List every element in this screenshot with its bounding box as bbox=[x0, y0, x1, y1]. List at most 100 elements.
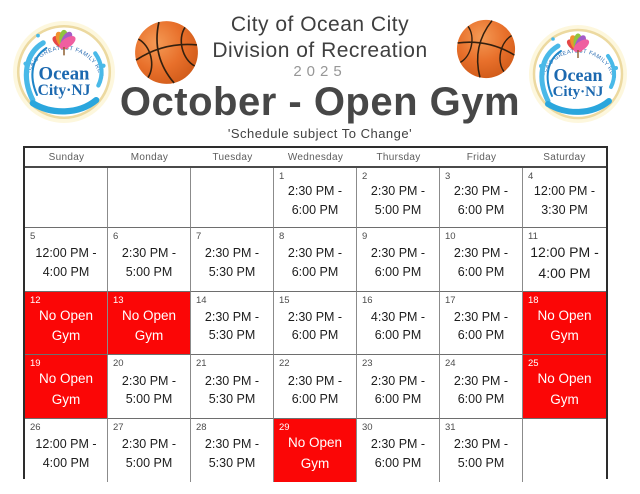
date-number: 8 bbox=[279, 230, 285, 242]
date-number: 28 bbox=[196, 422, 207, 434]
date-number bbox=[191, 168, 273, 182]
date-number: 23 bbox=[362, 358, 373, 370]
day-header-friday: Friday bbox=[466, 151, 497, 163]
date-number: 20 bbox=[113, 358, 124, 370]
calendar-cell-20: 20 2:30 PM -5:00 PM bbox=[108, 355, 191, 420]
time-range: 2:30 PM -6:00 PM bbox=[453, 373, 509, 407]
date-number: 29 bbox=[279, 422, 290, 434]
time-range: 2:30 PM -5:00 PM bbox=[370, 184, 426, 217]
calendar-cell-10: 10 2:30 PM -6:00 PM bbox=[440, 227, 523, 292]
time-range: 2:30 PM -5:30 PM bbox=[204, 245, 260, 279]
ocean-city-nj-logo-left: AMERICA'S GREATEST FAMILY RESORT Ocean C… bbox=[9, 16, 116, 124]
date-number bbox=[108, 168, 190, 182]
calendar-cell-31: 31 2:30 PM -5:00 PM bbox=[440, 419, 523, 483]
date-number: 14 bbox=[196, 294, 207, 306]
calendar-cell-7: 7 2:30 PM -5:30 PM bbox=[191, 227, 274, 292]
calendar-cell-29: 29 No Open Gym bbox=[274, 419, 357, 483]
calendar-cell-28: 28 2:30 PM -5:30 PM bbox=[191, 419, 274, 483]
day-header-thursday: Thursday bbox=[376, 151, 421, 163]
date-number: 13 bbox=[113, 294, 124, 306]
date-number: 31 bbox=[445, 422, 456, 434]
date-number: 9 bbox=[362, 230, 368, 242]
calendar-cell-16: 16 4:30 PM -6:00 PM bbox=[357, 291, 440, 356]
time-range: 2:30 PM -5:30 PM bbox=[204, 437, 260, 471]
date-number: 25 bbox=[528, 358, 539, 370]
calendar-cell-empty bbox=[523, 419, 606, 483]
water-splash bbox=[539, 43, 561, 104]
calendar-cell-4: 4 12:00 PM -3:30 PM bbox=[523, 168, 606, 228]
calendar-cell-17: 17 2:30 PM -6:00 PM bbox=[440, 291, 523, 356]
calendar-cell-25: 25 No Open Gym bbox=[523, 355, 606, 420]
date-number: 6 bbox=[113, 230, 119, 242]
date-number: 22 bbox=[279, 358, 290, 370]
ocean-city-nj-logo: AMERICA'S GREATEST FAMILY RESORT Ocean C… bbox=[525, 20, 627, 123]
logo-line1: Ocean bbox=[554, 65, 603, 85]
time-range: 12:00 PM -3:30 PM bbox=[533, 184, 596, 217]
basketball-icon-right bbox=[449, 12, 523, 86]
calendar-cell-11: 11 12:00 PM -4:00 PM bbox=[523, 227, 606, 292]
calendar-header-row: Sunday Monday Tuesday Wednesday Thursday Frid… bbox=[25, 148, 606, 168]
umbrella-icon bbox=[52, 29, 76, 56]
date-number: 11 bbox=[528, 230, 538, 242]
date-number bbox=[25, 168, 107, 182]
date-number: 4 bbox=[528, 171, 534, 182]
date-number: 30 bbox=[362, 422, 373, 434]
calendar-grid-body: 1 2:30 PM -6:00 PM 2 2:30 PM -5:00 PM 3 2:30 … bbox=[25, 168, 606, 483]
ocean-city-nj-logo-right: AMERICA'S GREATEST FAMILY RESORT Ocean C… bbox=[525, 20, 628, 124]
year-label: 2025 bbox=[293, 63, 347, 80]
calendar-cell-5: 5 12:00 PM -4:00 PM bbox=[25, 227, 108, 292]
calendar-cell-30: 30 2:30 PM -6:00 PM bbox=[357, 419, 440, 483]
time-range: 2:30 PM -6:00 PM bbox=[453, 184, 509, 217]
time-range bbox=[523, 433, 606, 482]
time-range bbox=[191, 182, 273, 227]
date-number: 24 bbox=[445, 358, 456, 370]
time-range: 2:30 PM -6:00 PM bbox=[287, 184, 343, 217]
time-range: 2:30 PM -5:00 PM bbox=[453, 437, 509, 471]
date-number: 17 bbox=[445, 294, 456, 306]
time-range: 2:30 PM -6:00 PM bbox=[287, 309, 343, 343]
calendar-cell-6: 6 2:30 PM -5:00 PM bbox=[108, 227, 191, 292]
calendar-cell-13: 13 No Open Gym bbox=[108, 291, 191, 356]
day-header-wednesday: Wednesday bbox=[287, 151, 344, 163]
time-range: 12:00 PM -4:00 PM bbox=[530, 243, 599, 281]
calendar-cell-27: 27 2:30 PM -5:00 PM bbox=[108, 419, 191, 483]
date-number: 2 bbox=[362, 171, 368, 182]
date-number bbox=[523, 419, 606, 433]
time-range: 2:30 PM -6:00 PM bbox=[453, 245, 509, 279]
basketball-icon bbox=[456, 19, 516, 79]
org-title: City of Ocean City bbox=[230, 13, 410, 36]
time-range: 2:30 PM -5:30 PM bbox=[204, 309, 260, 343]
calendar-cell-21: 21 2:30 PM -5:30 PM bbox=[191, 355, 274, 420]
time-range bbox=[108, 182, 190, 227]
time-range: 12:00 PM -4:00 PM bbox=[35, 245, 97, 279]
calendar-cell-2: 2 2:30 PM -5:00 PM bbox=[357, 168, 440, 228]
calendar-cell-18: 18 No Open Gym bbox=[523, 291, 606, 356]
day-header-monday: Monday bbox=[130, 151, 169, 163]
time-range: 2:30 PM -5:00 PM bbox=[121, 373, 177, 407]
date-number: 7 bbox=[196, 230, 202, 242]
closed-label: No Open Gym bbox=[121, 307, 177, 344]
calendar-cell-22: 22 2:30 PM -6:00 PM bbox=[274, 355, 357, 420]
calendar: Sunday Monday Tuesday Wednesday Thursday Frid… bbox=[23, 146, 608, 483]
time-range: 2:30 PM -6:00 PM bbox=[453, 309, 509, 343]
calendar-cell-26: 26 12:00 PM -4:00 PM bbox=[25, 419, 108, 483]
logo-line2: City·NJ bbox=[553, 84, 604, 100]
page-title: October - Open Gym bbox=[119, 80, 521, 124]
time-range: 2:30 PM -5:00 PM bbox=[121, 245, 177, 279]
closed-label: No Open Gym bbox=[537, 307, 592, 344]
calendar-cell-24: 24 2:30 PM -6:00 PM bbox=[440, 355, 523, 420]
calendar-cell-3: 3 2:30 PM -6:00 PM bbox=[440, 168, 523, 228]
calendar-cell-8: 8 2:30 PM -6:00 PM bbox=[274, 227, 357, 292]
date-number: 10 bbox=[445, 230, 456, 242]
date-number: 12 bbox=[30, 294, 41, 306]
date-number: 26 bbox=[30, 422, 41, 434]
time-range: 2:30 PM -5:00 PM bbox=[121, 437, 177, 471]
closed-label: No Open Gym bbox=[537, 371, 592, 408]
date-number: 3 bbox=[445, 171, 451, 182]
closed-label: No Open Gym bbox=[38, 307, 94, 344]
time-range: 12:00 PM -4:00 PM bbox=[35, 437, 97, 471]
calendar-cell-19: 19 No Open Gym bbox=[25, 355, 108, 420]
time-range: 2:30 PM -6:00 PM bbox=[287, 373, 343, 407]
calendar-cell-14: 14 2:30 PM -5:30 PM bbox=[191, 291, 274, 356]
